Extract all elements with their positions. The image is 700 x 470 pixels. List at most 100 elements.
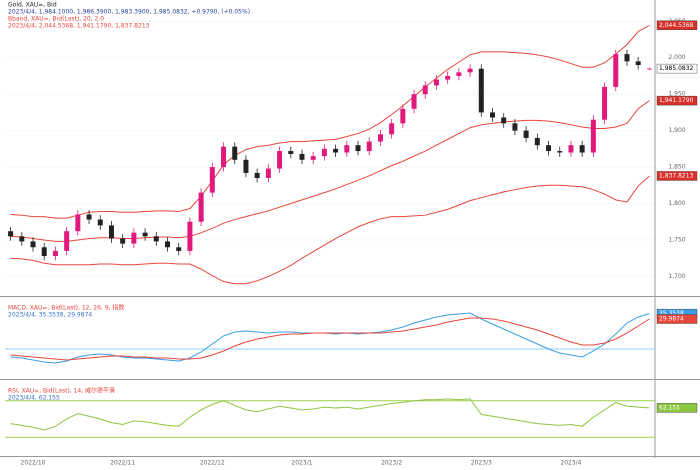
candle-body <box>299 153 305 160</box>
candle-body <box>176 247 182 251</box>
bollinger-band <box>10 175 650 285</box>
candle-body <box>546 145 552 152</box>
candle-body <box>568 145 574 153</box>
candle-body <box>277 151 283 169</box>
candle-body <box>445 75 451 80</box>
candle-body <box>153 236 159 242</box>
candle-body <box>467 68 473 73</box>
candle-body <box>333 148 339 153</box>
candle-body <box>41 247 47 257</box>
candle-body <box>310 156 316 160</box>
candle-body <box>142 232 148 237</box>
indicator-title: MACD, XAU=, Bid(Last), 12, 26, 9, 指数 <box>8 304 124 312</box>
candle-body <box>478 68 484 113</box>
band-info: 2023/4/4, 2,044.5368, 1,941.1790, 1,837.… <box>8 23 150 30</box>
candle-body <box>19 236 25 242</box>
ohlc-info: 2023/4/4, 1,984.1000, 1,986.3900, 1,983.… <box>8 9 250 16</box>
candle-body <box>86 214 92 220</box>
candle-body <box>221 146 227 168</box>
indicator-last-label-box <box>656 403 698 413</box>
bollinger-band <box>10 24 650 219</box>
candle-body <box>624 54 630 62</box>
candle-body <box>209 167 215 193</box>
candle-body <box>389 123 395 135</box>
x-tick-label: 2022/12 <box>200 460 225 467</box>
band-last-label-box <box>656 20 698 30</box>
candle-body <box>557 151 563 153</box>
candle-body <box>232 146 238 160</box>
x-tick-label: 2023/1 <box>291 460 312 467</box>
candle-body <box>254 172 260 179</box>
candle-body <box>52 250 58 257</box>
x-tick-label: 2023/2 <box>381 460 402 467</box>
indicator-last-label-box <box>656 314 698 324</box>
candle-body <box>602 86 608 120</box>
candle-body <box>198 192 204 222</box>
candle-body <box>534 137 540 146</box>
band-last-label: 1,941.1790 <box>659 97 694 104</box>
indicator-line <box>10 398 650 431</box>
candle-body <box>243 159 249 173</box>
band-title: Bband, XAU=, Bid(Last), 20, 2.0 <box>8 16 104 23</box>
x-tick-label: 2023/4 <box>560 460 581 467</box>
x-tick-label: 2023/3 <box>471 460 492 467</box>
candle-body <box>433 79 439 86</box>
price-last-label-box <box>656 63 698 74</box>
candle-body <box>579 145 585 153</box>
candle-body <box>288 151 294 154</box>
candle-body <box>321 148 327 157</box>
candle-body <box>646 68 652 70</box>
x-tick-label: 2022/11 <box>110 460 135 467</box>
candle-body <box>344 145 350 153</box>
candle-body <box>120 238 126 244</box>
candle-body <box>590 119 596 153</box>
candle-body <box>165 241 170 248</box>
indicator-info: 2023/4/4, 62.155 <box>8 395 60 402</box>
band-last-label-box <box>656 95 698 106</box>
candle-body <box>490 112 495 118</box>
candle-body <box>523 130 529 138</box>
y-tick-label: 1,900 <box>668 127 685 134</box>
candle-body <box>30 241 36 248</box>
candle-body <box>97 219 103 226</box>
indicator-line <box>10 317 650 361</box>
y-tick-label: 1,950 <box>668 91 685 98</box>
indicator-last-label: 62.155 <box>659 404 680 411</box>
candle-body <box>456 72 462 76</box>
band-last-label-box <box>656 171 698 181</box>
candle-body <box>131 232 137 244</box>
y-tick-label: 1,800 <box>668 200 685 207</box>
candle-body <box>75 214 81 232</box>
candle-body <box>400 108 406 124</box>
band-last-label: 2,044.5368 <box>659 22 694 29</box>
candle-body <box>265 168 271 179</box>
y-tick-label: 1,750 <box>668 236 685 243</box>
band-last-label: 1,837.8213 <box>659 172 694 179</box>
candle-body <box>64 231 70 251</box>
candle-body <box>187 221 193 251</box>
candle-body <box>108 225 114 239</box>
candle-body <box>377 134 383 142</box>
candle-body <box>635 61 641 66</box>
y-tick-label: 1,700 <box>668 273 685 280</box>
candle-body <box>366 141 372 152</box>
candle-body <box>613 54 619 87</box>
y-tick-label: 2,000 <box>668 54 685 61</box>
indicator-info: 2023/4/4, 35.3538, 29.9874 <box>8 312 92 319</box>
y-tick-label: 1,850 <box>668 164 685 171</box>
bollinger-band <box>10 100 650 242</box>
indicator-last-label: 35.3538 <box>659 310 684 317</box>
chart-title: Gold, XAU=, Bid <box>8 2 57 9</box>
candle-body <box>411 94 417 109</box>
candle-body <box>8 231 14 237</box>
indicator-title: RSI, XAU=, Bid(Last), 14, 威尔德平滑 <box>8 387 115 395</box>
candle-body <box>355 145 361 152</box>
candle-body <box>512 123 518 131</box>
price-last-label: 1,985.0832 <box>659 65 694 72</box>
indicator-last-label: 29.9874 <box>659 316 684 323</box>
candle-body <box>422 85 428 95</box>
x-tick-label: 2022/10 <box>21 460 46 467</box>
candle-body <box>501 117 507 124</box>
